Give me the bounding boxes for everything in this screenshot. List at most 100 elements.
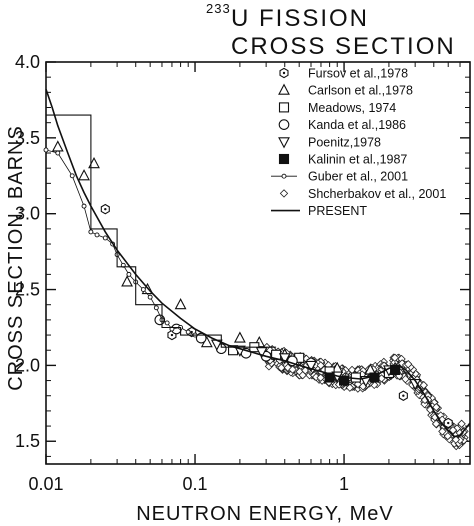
legend-marker bbox=[281, 173, 287, 179]
plot-frame bbox=[45, 61, 471, 465]
x-tick-label: 0.01 bbox=[28, 474, 63, 494]
legend-item: Fursov et al.,1978 bbox=[279, 67, 408, 81]
shcherbakov-point bbox=[457, 419, 466, 428]
legend-label: Guber et al., 2001 bbox=[308, 170, 408, 184]
legend-marker bbox=[278, 83, 290, 95]
legend-item: Carlson et al.,1978 bbox=[278, 83, 413, 98]
present-curve bbox=[45, 89, 471, 438]
shcherbakov-point bbox=[401, 374, 410, 384]
legend-item: Guber et al., 2001 bbox=[271, 170, 408, 184]
shcherbakov-point bbox=[431, 419, 441, 429]
legend: Fursov et al.,1978 Carlson et al.,1978 Mea… bbox=[271, 67, 446, 218]
legend-label: Carlson et al.,1978 bbox=[308, 84, 413, 98]
data-point bbox=[339, 375, 350, 386]
shcherbakov-point bbox=[404, 360, 413, 369]
y-axis-label: CROSS SECTION, BARNS bbox=[5, 125, 27, 391]
hexagon-marker-dot bbox=[104, 207, 107, 211]
legend-item: Kalinin et al.,1987 bbox=[278, 153, 407, 167]
shcherbakov-point bbox=[448, 425, 458, 435]
y-tick-label: 3.5 bbox=[15, 128, 40, 148]
data-layer bbox=[43, 89, 471, 451]
legend-marker bbox=[278, 119, 290, 130]
shcherbakov-point bbox=[316, 373, 325, 382]
guber-point bbox=[94, 232, 100, 238]
guber-point bbox=[88, 229, 94, 235]
data-point bbox=[78, 169, 90, 181]
shcherbakov-point bbox=[345, 383, 355, 392]
legend-item: Meadows, 1974 bbox=[278, 101, 396, 115]
guber-point bbox=[81, 203, 87, 209]
guber-point bbox=[69, 173, 75, 179]
shcherbakov-point bbox=[419, 381, 428, 390]
data-point bbox=[278, 353, 291, 365]
data-point bbox=[233, 331, 246, 343]
legend-item: Shcherbakov et al., 2001 bbox=[279, 187, 446, 201]
shcherbakov-point bbox=[288, 365, 297, 374]
data-point bbox=[121, 275, 133, 287]
x-tick-label: 0.1 bbox=[183, 474, 208, 494]
hexagon-marker-dot bbox=[190, 330, 193, 334]
guber-point bbox=[43, 147, 49, 153]
shcherbakov-point bbox=[298, 371, 307, 380]
guber-point bbox=[164, 320, 170, 326]
guber-point bbox=[140, 287, 146, 292]
guber-point bbox=[55, 150, 61, 156]
legend-label: Poenitz,1978 bbox=[308, 135, 381, 149]
legend-item: Poenitz,1978 bbox=[278, 135, 381, 149]
guber-line bbox=[45, 149, 196, 336]
hexagon-marker-dot bbox=[447, 421, 450, 425]
title-text: U FISSION CROSS SECTION bbox=[231, 5, 456, 60]
guber-point bbox=[185, 329, 191, 335]
shcherbakov-point bbox=[316, 361, 325, 370]
data-point bbox=[390, 364, 401, 375]
title-superscript: 233 bbox=[206, 1, 231, 16]
legend-marker bbox=[279, 67, 289, 79]
guber-point bbox=[126, 271, 132, 277]
legend-item: Kanda et al.,1986 bbox=[278, 118, 406, 132]
step-evaluation-line bbox=[46, 114, 277, 348]
hexagon-marker-dot bbox=[402, 394, 405, 397]
y-tick-label: 4.0 bbox=[15, 52, 40, 72]
y-tick-label: 2.5 bbox=[15, 280, 40, 300]
data-point bbox=[51, 140, 64, 152]
series-hexagon-dot bbox=[100, 203, 453, 429]
legend-label: Kalinin et al.,1987 bbox=[308, 153, 407, 167]
data-point bbox=[324, 372, 335, 383]
shcherbakov-point bbox=[432, 403, 441, 412]
legend-item: PRESENT bbox=[271, 204, 367, 218]
legend-label: Fursov et al.,1978 bbox=[308, 67, 408, 81]
data-point bbox=[195, 332, 207, 344]
x-tick-label: 1 bbox=[339, 474, 349, 494]
series-step bbox=[46, 114, 277, 348]
legend-label: Shcherbakov et al., 2001 bbox=[308, 187, 446, 201]
data-point bbox=[88, 156, 100, 169]
y-tick-label: 3.0 bbox=[15, 204, 40, 224]
legend-label: PRESENT bbox=[308, 204, 367, 218]
guber-point bbox=[147, 294, 153, 300]
legend-marker bbox=[278, 137, 290, 149]
data-point bbox=[100, 203, 110, 215]
plot-axes: 0.01 0.1 1 1.5 2.0 2.5 3.0 3.5 4.0 bbox=[15, 52, 471, 494]
data-point bbox=[398, 390, 408, 401]
shcherbakov-point bbox=[390, 353, 400, 362]
series-line bbox=[45, 89, 471, 438]
hexagon-marker-dot bbox=[282, 71, 286, 75]
data-point bbox=[443, 417, 453, 429]
y-tick-label: 1.5 bbox=[15, 431, 40, 451]
x-axis-label: NEUTRON ENERGY, MeV bbox=[136, 503, 394, 525]
legend-label: Kanda et al.,1986 bbox=[308, 118, 406, 132]
chart-title: 233 U FISSION CROSS SECTION bbox=[88, 0, 468, 60]
hexagon-marker-dot bbox=[170, 333, 174, 337]
series-filled-square bbox=[324, 364, 401, 386]
shcherbakov-point bbox=[420, 399, 429, 409]
data-point bbox=[305, 360, 317, 373]
data-point bbox=[174, 298, 187, 310]
y-tick-label: 2.0 bbox=[15, 355, 40, 375]
shcherbakov-point bbox=[283, 363, 293, 372]
shcherbakov-point bbox=[438, 427, 447, 436]
legend-marker bbox=[278, 153, 290, 165]
guber-point bbox=[102, 235, 108, 241]
series-small-circle-line bbox=[43, 147, 198, 338]
shcherbakov-point bbox=[451, 435, 461, 444]
